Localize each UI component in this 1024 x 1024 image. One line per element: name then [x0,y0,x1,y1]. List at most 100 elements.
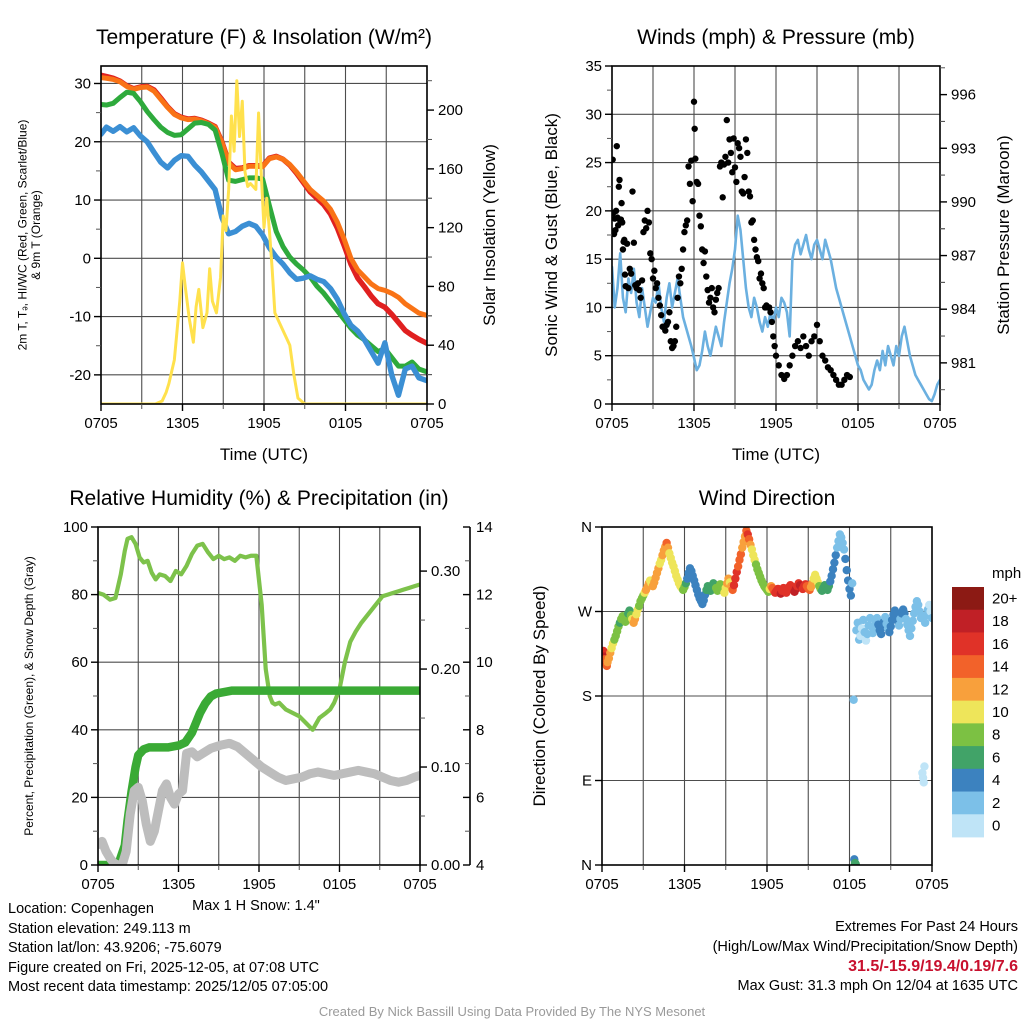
chart-title: Relative Humidity (%) & Precipitation (i… [69,487,448,510]
y-tick-label: 30 [74,75,91,92]
y-tick-label: 60 [71,654,88,671]
y-right-tick-label: 40 [438,337,455,354]
y-tick-label: 0 [80,857,88,874]
y-tick-label: W [578,604,593,621]
colorbar-swatch [952,700,984,724]
series-insolation [101,79,427,404]
y-right-tick-label: 984 [951,301,976,318]
y-tick-label: 10 [74,192,91,209]
colorbar-swatch [952,632,984,656]
colorbar-label: 8 [992,727,1000,744]
colorbar-swatch [952,677,984,702]
elevation-line: Station elevation: 249.113 m [8,920,191,937]
temperature-chart: Temperature (F) & Insolation (W/m²) 0705 1… [16,26,499,464]
extremes-footer: Extremes For Past 24 Hours (High/Low/Max… [713,918,1018,996]
panel-wind-direction: Wind Direction 0705 1305 1905 0105 0705 N W S E N D… [512,470,1024,910]
series-direction-points [602,527,932,865]
y-axis-label: Direction (Colored By Speed) [530,585,549,806]
x-tick-label: 0105 [323,876,356,893]
station-info-footer: Location: Copenhagen Station elevation: … [8,900,328,998]
y-tick-label: 20 [71,789,88,806]
y-tick-label: 10 [585,299,602,316]
y-tick-label: 30 [585,106,602,123]
series-gust-scatter [612,98,853,388]
x-tick-label: 1305 [162,876,195,893]
y-right-tick-label: 993 [951,140,976,157]
y-tick-label: 25 [585,155,602,172]
colorbar-label: 0 [992,818,1000,835]
y-tick-label: 35 [585,58,602,75]
colorbar-label: 2 [992,795,1000,812]
series-snow-depth [98,738,420,865]
y-axis-label: Percent, Precipitation (Green), & Snow D… [22,556,36,835]
series-9m-t [101,75,427,318]
y-tick-label: 0 [83,250,91,267]
y-right-axis-label: Solar Insolation (Yellow) [480,144,499,326]
y-tick-label: 40 [71,722,88,739]
colorbar-label: 4 [992,772,1000,789]
y-right-tick-label: 200 [438,102,463,119]
credit-line: Created By Nick Bassill Using Data Provi… [318,1004,706,1019]
winds-pressure-chart: Winds (mph) & Pressure (mb) 0705 1305 1905 0… [542,26,1013,464]
colorbar-label: 14 [992,659,1009,676]
x-tick-label: 0705 [84,415,117,432]
extremes-values: 31.5/-15.9/19.4/0.19/7.6 [848,958,1018,975]
x-tick-label: 0705 [410,415,443,432]
y-tick-label: 80 [71,587,88,604]
y-precip-tick-label: 0.30 [431,563,460,580]
y-right-tick-label: 80 [438,278,455,295]
y-right-tick-label: 981 [951,355,976,372]
x-tick-label: 0705 [585,876,618,893]
colorbar-swatch [952,587,984,611]
colorbar-label: 6 [992,749,1000,766]
colorbar-swatch [952,791,984,815]
y-tick-label: -20 [69,367,91,384]
y-right-axis-label: Station Pressure (Maroon) [994,135,1013,334]
y-tick-label: 20 [74,134,91,151]
chart-title: Wind Direction [699,487,836,510]
colorbar-swatch [952,609,984,633]
series-hi-wc [101,123,427,398]
y-right-tick-label: 0 [438,396,446,413]
extremes-title: Extremes For Past 24 Hours [835,919,1018,935]
y-right-tick-label: 120 [438,220,463,237]
y-snow-tick-label: 4 [476,857,484,874]
colorbar-label: 18 [992,613,1009,630]
colorbar-swatch [952,723,984,747]
colorbar-swatch [952,655,984,679]
y-right-tick-label: 160 [438,161,463,178]
y-snow-tick-label: 8 [476,722,484,739]
y-precip-tick-label: 0.10 [431,759,460,776]
y-snow-tick-label: 10 [476,654,493,671]
location-line: Location: Copenhagen [8,901,154,917]
x-tick-label: 0705 [403,876,436,893]
y-axis-label: 2m T, Tₔ, HI/WC (Red, Green, Scarlet/Blu… [16,120,43,351]
extremes-subtitle: (High/Low/Max Wind/Precipitation/Snow De… [712,938,1018,955]
colorbar-label: 10 [992,704,1009,721]
chart-title: Temperature (F) & Insolation (W/m²) [96,26,432,49]
y-snow-tick-label: 14 [476,519,493,536]
y-tick-label: N [581,857,592,874]
y-tick-label: 0 [594,396,602,413]
x-tick-label: 1905 [750,876,783,893]
colorbar-swatch [952,768,984,792]
x-tick-label: 1905 [759,415,792,432]
y-precip-tick-label: 0.20 [431,661,460,678]
y-tick-label: 15 [585,251,602,268]
panel-winds-pressure: Winds (mph) & Pressure (mb) 0705 1305 1905 0… [512,0,1024,470]
y-snow-tick-label: 12 [476,587,493,604]
x-tick-label: 1305 [677,415,710,432]
y-tick-label: 100 [63,519,88,536]
y-snow-tick-label: 6 [476,789,484,806]
x-tick-label: 1305 [166,415,199,432]
x-axis-label: Time (UTC) [220,445,308,464]
colorbar-swatch [952,746,984,770]
x-axis-label: Time (UTC) [732,445,820,464]
humidity-precip-chart: Relative Humidity (%) & Precipitation (i… [22,487,493,893]
x-tick-label: 0705 [923,415,956,432]
colorbar-label: 20+ [992,590,1018,607]
y-tick-label: N [581,519,592,536]
x-tick-label: 1905 [242,876,275,893]
y-right-tick-label: 996 [951,87,976,104]
x-tick-label: 0105 [833,876,866,893]
